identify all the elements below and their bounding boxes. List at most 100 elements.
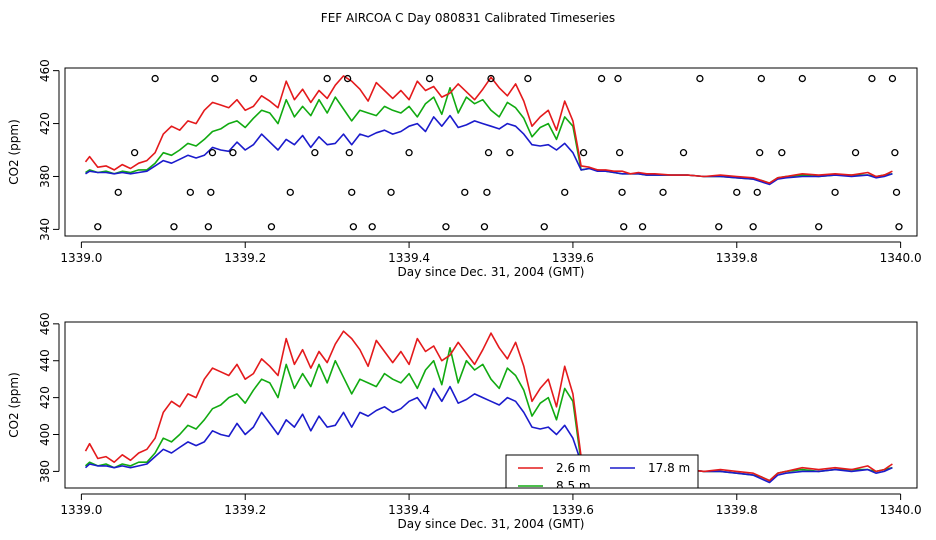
y-tick-label: 380 xyxy=(38,460,52,483)
bottom-series-lines xyxy=(84,330,893,484)
y-tick-label: 420 xyxy=(38,386,52,409)
valve-point xyxy=(895,223,903,231)
x-tick-label: 1340.0 xyxy=(880,503,922,517)
series-line-17-8-m xyxy=(84,385,893,484)
valve-point xyxy=(267,223,276,231)
valve-point xyxy=(540,223,548,231)
valve-point xyxy=(94,223,102,231)
x-tick-label: 1339.2 xyxy=(224,503,266,517)
valve-point xyxy=(487,74,495,83)
top-plot-frame xyxy=(64,67,918,237)
valve-point xyxy=(286,188,294,196)
figure-title: FEF AIRCOA C Day 080831 Calibrated Times… xyxy=(321,11,615,25)
valve-point xyxy=(170,223,178,231)
valve-point xyxy=(348,188,356,196)
top-panel: 1339.0 1339.2 1339.4 1339.6 1339.8 1340.0 340… xyxy=(7,59,922,279)
series-line-8-5-m xyxy=(84,346,893,482)
valve-point xyxy=(130,149,139,157)
valve-point xyxy=(597,74,606,83)
valve-point xyxy=(483,188,491,196)
top-y-axis: 340 380 420 460 xyxy=(38,59,60,241)
valve-point xyxy=(851,149,860,157)
valve-point xyxy=(343,74,352,83)
valve-point xyxy=(442,223,450,231)
valve-point xyxy=(405,149,413,157)
valve-point xyxy=(638,223,647,231)
valve-point xyxy=(749,223,757,231)
valve-point xyxy=(579,149,588,157)
valve-point xyxy=(323,74,331,83)
valve-point xyxy=(618,188,626,196)
x-tick-label: 1339.0 xyxy=(60,503,102,517)
valve-point xyxy=(425,74,434,83)
x-tick-label: 1339.6 xyxy=(552,251,594,265)
legend-label: 17.8 m xyxy=(648,461,690,475)
bottom-x-axis: 1339.0 1339.2 1339.4 1339.6 1339.8 1340.0 xyxy=(60,493,922,517)
x-tick-label: 1339.8 xyxy=(716,503,758,517)
x-tick-label: 1339.4 xyxy=(388,251,430,265)
valve-point xyxy=(868,74,876,83)
valve-point xyxy=(114,188,122,196)
valve-point xyxy=(733,188,741,196)
valve-point xyxy=(798,74,806,83)
valve-point xyxy=(151,74,159,83)
valve-point xyxy=(715,223,723,231)
valve-point xyxy=(208,149,217,157)
valve-point xyxy=(349,223,358,231)
valve-point xyxy=(659,188,667,196)
y-tick-label: 340 xyxy=(38,218,52,241)
valve-point xyxy=(484,149,493,157)
valve-point xyxy=(345,149,353,157)
valve-point xyxy=(831,188,839,196)
valve-point xyxy=(757,74,765,83)
bottom-y-axis-label: CO2 (ppm) xyxy=(7,372,21,438)
y-tick-label: 420 xyxy=(38,112,52,135)
bottom-plot-frame xyxy=(64,321,918,489)
valve-point xyxy=(561,188,569,196)
valve-point xyxy=(249,74,258,83)
y-tick-label: 460 xyxy=(38,312,52,335)
valve-point xyxy=(614,74,622,83)
valve-point xyxy=(204,223,213,231)
top-y-axis-label: CO2 (ppm) xyxy=(7,119,21,185)
valve-point xyxy=(211,74,219,83)
valve-point xyxy=(229,149,237,157)
y-tick-label: 440 xyxy=(38,349,52,372)
legend: 2.6 m 17.8 m 8.5 m xyxy=(505,454,699,493)
series-line-2-6-m xyxy=(84,330,893,482)
valve-point xyxy=(461,188,469,196)
valve-point xyxy=(615,149,624,157)
top-valve-points xyxy=(94,74,903,231)
valve-point xyxy=(679,149,688,157)
series-line-2-6-m xyxy=(84,75,893,184)
valve-point xyxy=(892,188,901,196)
valve-point xyxy=(778,149,786,157)
x-tick-label: 1339.8 xyxy=(716,251,758,265)
valve-point xyxy=(368,223,376,231)
top-series-lines xyxy=(84,75,893,186)
valve-point xyxy=(524,74,532,83)
x-tick-label: 1339.0 xyxy=(60,251,102,265)
top-x-axis: 1339.0 1339.2 1339.4 1339.6 1339.8 1340.0 xyxy=(60,241,922,265)
valve-point xyxy=(387,188,395,196)
x-tick-label: 1340.0 xyxy=(880,251,922,265)
x-tick-label: 1339.2 xyxy=(224,251,266,265)
series-line-8-5-m xyxy=(85,87,893,184)
valve-point xyxy=(696,74,704,83)
valve-point xyxy=(311,149,319,157)
y-tick-label: 380 xyxy=(38,165,52,188)
valve-point xyxy=(756,149,764,157)
valve-point xyxy=(506,149,514,157)
valve-point xyxy=(888,74,897,83)
valve-point xyxy=(815,223,823,231)
legend-label: 2.6 m xyxy=(556,461,591,475)
legend-label: 8.5 m xyxy=(556,479,591,493)
bottom-y-axis: 380 400 420 440 460 xyxy=(38,312,60,483)
y-tick-label: 400 xyxy=(38,423,52,446)
y-tick-label: 460 xyxy=(38,59,52,82)
valve-point xyxy=(480,223,489,231)
legend-box xyxy=(505,454,699,489)
valve-point xyxy=(753,188,761,196)
bottom-x-axis-label: Day since Dec. 31, 2004 (GMT) xyxy=(398,517,585,531)
